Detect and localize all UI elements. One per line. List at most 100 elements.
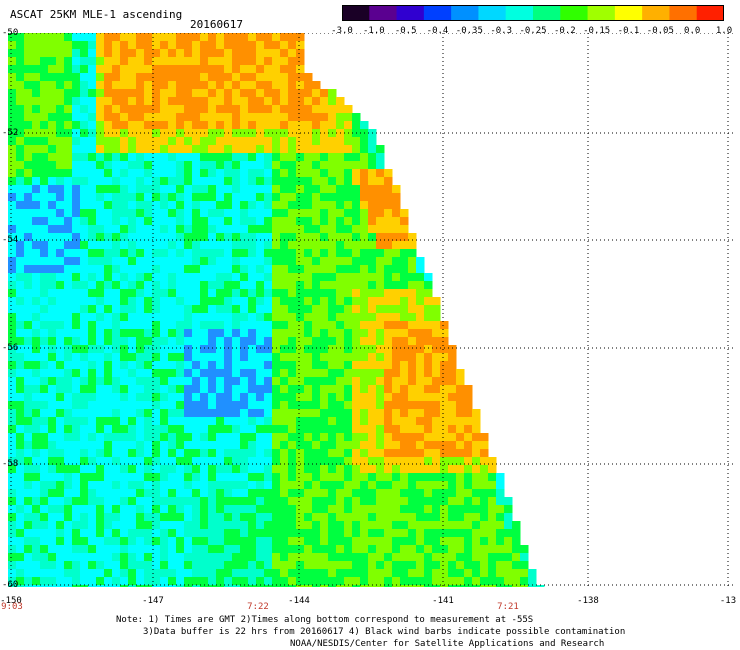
swath-cell [120, 137, 129, 146]
swath-cell [144, 425, 153, 434]
swath-cell [240, 481, 249, 490]
swath-cell [368, 153, 377, 162]
swath-cell [352, 433, 361, 442]
swath-cell [48, 457, 57, 466]
swath-cell [192, 545, 201, 554]
swath-cell [104, 57, 113, 66]
swath-cell [488, 569, 497, 578]
swath-cell [352, 257, 361, 266]
swath-cell [472, 433, 481, 442]
swath-cell [120, 489, 129, 498]
swath-cell [136, 257, 145, 266]
swath-cell [296, 233, 305, 242]
swath-cell [136, 401, 145, 410]
swath-cell [264, 185, 273, 194]
swath-cell [288, 241, 297, 250]
swath-cell [368, 553, 377, 562]
swath-cell [288, 577, 297, 586]
swath-cell [232, 505, 241, 514]
swath-cell [488, 553, 497, 562]
swath-cell [224, 441, 233, 450]
swath-cell [376, 369, 385, 378]
swath-cell [96, 217, 105, 226]
swath-cell [376, 145, 385, 154]
swath-cell [336, 393, 345, 402]
swath-cell [144, 441, 153, 450]
swath-cell [136, 369, 145, 378]
swath-cell [96, 513, 105, 522]
swath-cell [232, 249, 241, 258]
swath-cell [336, 105, 345, 114]
swath-cell [96, 345, 105, 354]
swath-cell [16, 345, 25, 354]
swath-cell [88, 289, 97, 298]
swath-cell [168, 281, 177, 290]
swath-cell [160, 321, 169, 330]
swath-cell [216, 577, 225, 586]
swath-cell [440, 489, 449, 498]
swath-cell [280, 353, 289, 362]
swath-cell [264, 177, 273, 186]
swath-cell [400, 345, 409, 354]
swath-cell [200, 537, 209, 546]
swath-cell [288, 497, 297, 506]
swath-cell [192, 297, 201, 306]
swath-cell [152, 209, 161, 218]
swath-cell [304, 481, 313, 490]
swath-cell [288, 409, 297, 418]
swath-cell [360, 585, 369, 587]
swath-cell [240, 497, 249, 506]
swath-cell [144, 249, 153, 258]
swath-cell [32, 329, 41, 338]
swath-cell [256, 33, 265, 42]
swath-cell [392, 385, 401, 394]
swath-cell [136, 393, 145, 402]
swath-cell [472, 521, 481, 530]
lon-label: -150 [0, 596, 22, 606]
swath-cell [72, 497, 81, 506]
swath-cell [88, 73, 97, 82]
swath-cell [224, 393, 233, 402]
swath-cell [304, 161, 313, 170]
swath-cell [176, 57, 185, 66]
swath-cell [416, 369, 425, 378]
swath-cell [8, 521, 17, 530]
swath-cell [184, 417, 193, 426]
swath-cell [16, 521, 25, 530]
swath-cell [352, 353, 361, 362]
swath-cell [208, 553, 217, 562]
swath-cell [24, 489, 33, 498]
swath-cell [120, 233, 129, 242]
swath-cell [360, 505, 369, 514]
swath-cell [24, 377, 33, 386]
swath-cell [264, 33, 273, 42]
swath-cell [464, 417, 473, 426]
swath-cell [56, 145, 65, 154]
swath-cell [256, 369, 265, 378]
swath-cell [464, 433, 473, 442]
swath-cell [56, 313, 65, 322]
swath-cell [296, 385, 305, 394]
swath-cell [328, 225, 337, 234]
swath-cell [56, 497, 65, 506]
swath-cell [144, 305, 153, 314]
swath-cell [160, 473, 169, 482]
swath-cell [184, 105, 193, 114]
swath-cell [360, 569, 369, 578]
swath-cell [88, 361, 97, 370]
swath-cell [232, 481, 241, 490]
swath-cell [48, 185, 57, 194]
swath-cell [280, 513, 289, 522]
swath-cell [296, 313, 305, 322]
swath-cell [272, 73, 281, 82]
swath-cell [40, 465, 49, 474]
swath-cell [320, 345, 329, 354]
swath-cell [480, 513, 489, 522]
swath-cell [8, 529, 17, 538]
swath-cell [280, 377, 289, 386]
swath-cell [272, 209, 281, 218]
swath-cell [88, 329, 97, 338]
swath-cell [176, 217, 185, 226]
swath-cell [112, 473, 121, 482]
swath-cell [144, 89, 153, 98]
